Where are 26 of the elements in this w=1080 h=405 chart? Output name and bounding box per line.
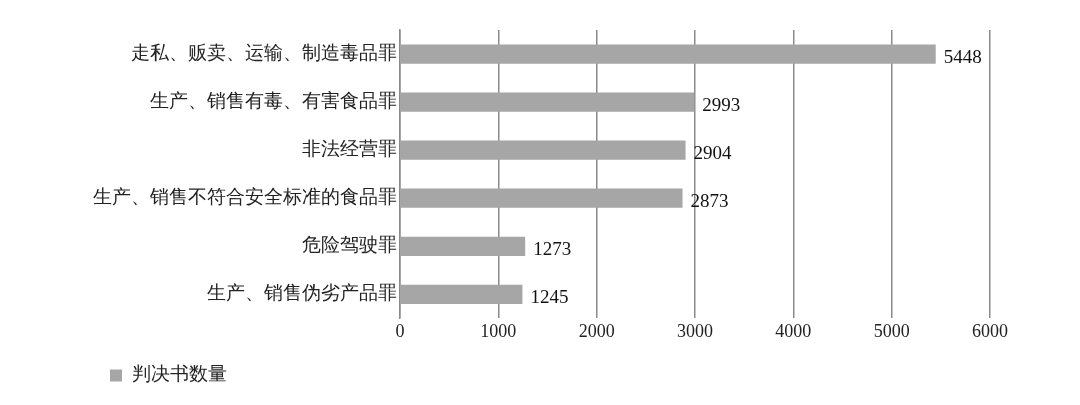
legend-label: 判决书数量	[131, 363, 227, 385]
data-label: 2873	[690, 190, 729, 212]
bar	[400, 92, 695, 112]
x-tick-label: 3000	[677, 320, 713, 341]
data-label: 2993	[702, 94, 741, 116]
data-label: 1245	[530, 286, 569, 308]
y-tick-label: 生产、销售不符合安全标准的食品罪	[93, 186, 397, 208]
y-tick-label: 生产、销售伪劣产品罪	[207, 282, 397, 304]
y-tick-label: 非法经营罪	[302, 138, 397, 160]
bar	[400, 44, 936, 64]
y-tick-label: 走私、贩卖、运输、制造毒品罪	[131, 42, 397, 64]
x-tick-label: 5000	[873, 320, 910, 341]
bar	[400, 284, 523, 304]
y-tick-label: 危险驾驶罪	[302, 234, 397, 256]
x-tick-label: 4000	[775, 320, 812, 341]
data-label: 2904	[693, 142, 733, 164]
y-tick-label: 生产、销售有毒、有害食品罪	[150, 90, 397, 112]
data-label: 5448	[943, 46, 982, 68]
x-tick-label: 2000	[578, 320, 615, 341]
x-tick-label: 0	[395, 320, 405, 341]
bar	[400, 140, 686, 160]
data-label: 1273	[533, 238, 572, 260]
x-tick-label: 6000	[972, 320, 1008, 341]
x-tick-label: 1000	[480, 320, 517, 341]
bar	[400, 236, 526, 256]
bar	[400, 188, 683, 208]
